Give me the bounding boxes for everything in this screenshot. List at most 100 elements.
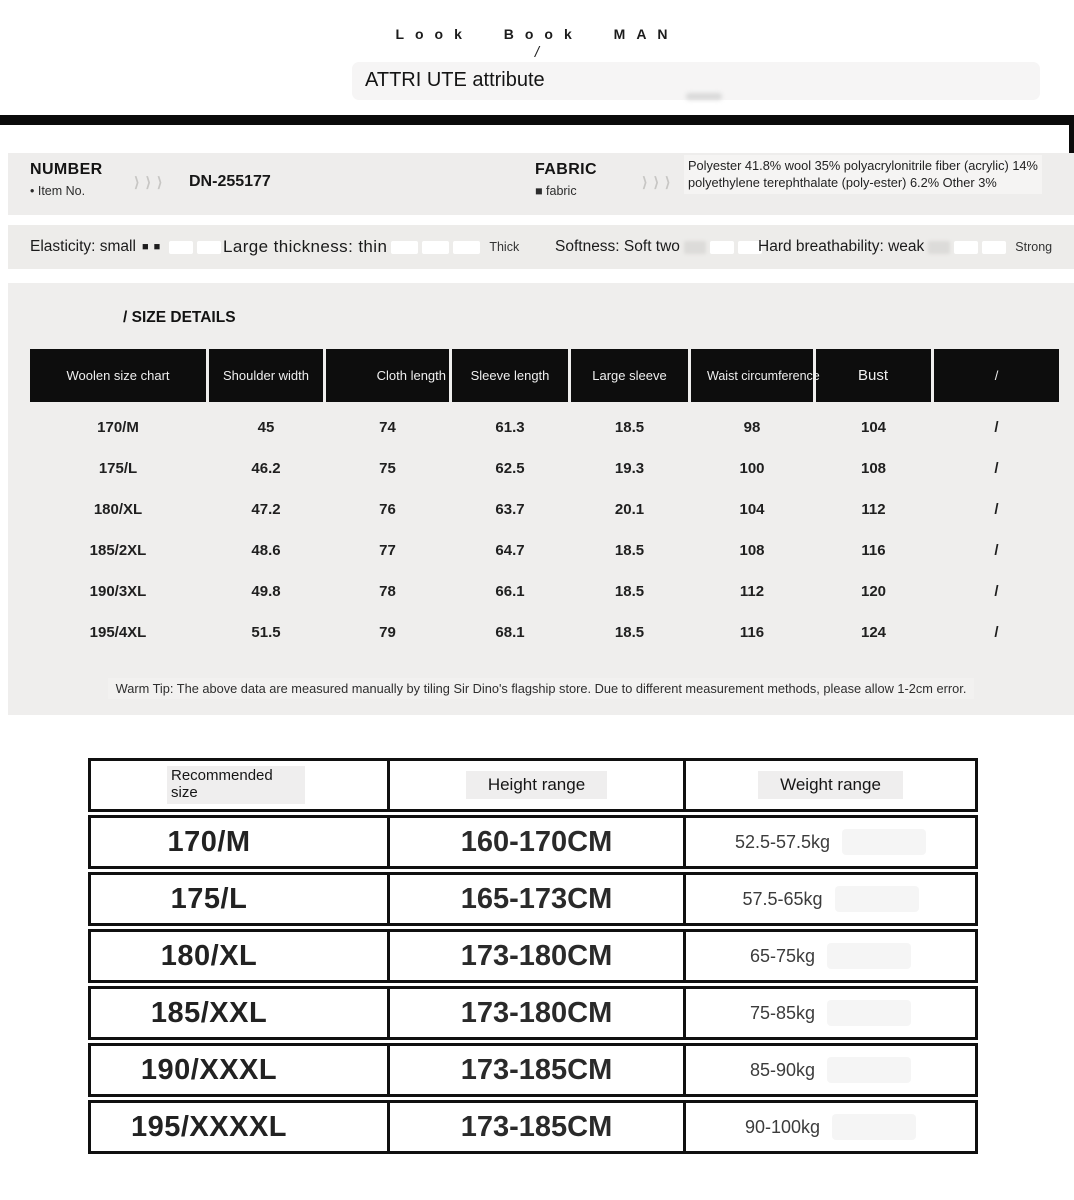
rec-weight-value: 65-75kg — [749, 945, 816, 966]
size-table-cell: / — [994, 542, 999, 559]
size-table-cell: 75 — [379, 460, 396, 477]
elasticity-group: Elasticity: small ■■ — [30, 225, 222, 269]
size-column-header: / — [934, 349, 1059, 402]
rec-table-cell: 195/XXXXL — [91, 1103, 387, 1151]
rec-size-value: 180/XL — [160, 939, 258, 972]
size-table-cell: 185/2XL — [89, 542, 147, 559]
size-table-cell: 20.1 — [614, 501, 645, 518]
size-table-cell: 63.7 — [495, 501, 525, 518]
rating-empty-block — [737, 240, 762, 254]
size-table-body: 170/M 45 74 61.3 18.5 98 104 / 175/L 46.2 75 62.5 19… — [30, 407, 1059, 653]
rec-table-cell: 173-185CM — [387, 1046, 683, 1094]
chevrons-icon: ⟩⟩⟩ — [642, 174, 677, 190]
rec-height-value: 173-185CM — [460, 1053, 613, 1086]
size-table-cell: 100 — [739, 460, 765, 477]
size-details-panel: / SIZE DETAILS Woolen size chart Shoulder… — [8, 283, 1074, 715]
size-column-header: Shoulder width — [209, 349, 323, 402]
size-table-cell: 175/L — [98, 460, 138, 477]
recommended-size-table: Recommended size Height range Weight range… — [88, 758, 978, 1157]
size-table-cell: 124 — [860, 624, 887, 641]
fabric-sublabel: ■ fabric — [535, 184, 577, 198]
rating-empty-block — [709, 240, 734, 254]
rec-weight-value: 90-100kg — [744, 1116, 821, 1137]
size-table-header: Woolen size chart Shoulder width Cloth len… — [30, 349, 1059, 402]
size-table-row: 195/4XL 51.5 79 68.1 18.5 116 124 / — [30, 612, 1059, 653]
rec-header-cell: Weight range — [683, 761, 975, 809]
size-column-header: Woolen size chart — [30, 349, 206, 402]
brand-slash: / — [534, 44, 540, 61]
rating-empty-block — [982, 240, 1007, 254]
size-table-cell: / — [994, 460, 999, 477]
breathability-group: Hard breathability: weak Strong — [758, 225, 1052, 269]
size-table-cell: 170/M — [97, 419, 139, 436]
rating-empty-block — [197, 240, 222, 254]
rec-height-value: 165-173CM — [460, 882, 613, 915]
fabric-label: FABRIC — [535, 161, 597, 178]
item-no-sublabel: • Item No. — [30, 184, 86, 198]
size-table-cell: 104 — [860, 419, 887, 436]
rec-height-value: 173-180CM — [460, 996, 613, 1029]
breathability-label: Hard breathability: weak — [758, 238, 925, 255]
rec-weight-value: 75-85kg — [749, 1002, 816, 1023]
rec-table-cell: 185/XXL — [91, 989, 387, 1037]
size-details-heading: / SIZE DETAILS — [123, 309, 236, 326]
size-table-row: 180/XL 47.2 76 63.7 20.1 104 112 / — [30, 489, 1059, 530]
rec-header-label: Weight range — [758, 771, 903, 799]
size-table-cell: 49.8 — [251, 583, 281, 600]
rec-table-cell: 65-75kg — [683, 932, 975, 980]
rec-table-cell: 190/XXXL — [91, 1046, 387, 1094]
size-table-cell: 66.1 — [495, 583, 525, 600]
size-table-cell: 104 — [739, 501, 765, 518]
rec-table-cell: 160-170CM — [387, 818, 683, 866]
rec-table-cell: 165-173CM — [387, 875, 683, 923]
thickness-max-label: Thick — [489, 240, 520, 254]
warm-tip-text: Warm Tip: The above data are measured ma… — [107, 678, 975, 699]
rating-empty-block — [453, 240, 481, 254]
rec-table-row: 195/XXXXL 173-185CM 90-100kg — [88, 1100, 978, 1154]
rec-header-cell: Recommended size — [91, 761, 387, 809]
size-table-cell: 47.2 — [251, 501, 281, 518]
warm-tip: Warm Tip: The above data are measured ma… — [8, 678, 1074, 699]
properties-bar: Elasticity: small ■■ Large thickness: th… — [8, 225, 1074, 269]
attribute-title: ATTRI UTE attribute — [365, 69, 545, 91]
rec-header-cell: Height range — [387, 761, 683, 809]
number-label: NUMBER — [30, 161, 103, 178]
rating-empty-block — [169, 240, 194, 254]
rating-blur-block — [928, 240, 951, 254]
rec-height-value: 173-180CM — [460, 939, 613, 972]
size-table-cell: 79 — [379, 624, 396, 641]
rec-table-cell: 57.5-65kg — [683, 875, 975, 923]
size-table-cell: / — [994, 501, 999, 518]
rec-table-cell: 173-180CM — [387, 989, 683, 1037]
rec-table-cell: 75-85kg — [683, 989, 975, 1037]
size-table-row: 185/2XL 48.6 77 64.7 18.5 108 116 / — [30, 530, 1059, 571]
size-column-header: Bust — [816, 349, 931, 402]
size-table-cell: 62.5 — [495, 460, 525, 477]
item-info-panel: NUMBER • Item No. ⟩⟩⟩ DN-255177 FABRIC ■… — [8, 153, 1074, 215]
size-table-cell: 18.5 — [614, 583, 645, 600]
size-table-cell: 108 — [860, 460, 887, 477]
divider-bar — [0, 115, 1074, 125]
size-table-cell: 68.1 — [495, 624, 525, 641]
size-table-cell: 48.6 — [251, 542, 281, 559]
size-table-cell: 195/4XL — [89, 624, 147, 641]
chevrons-icon: ⟩⟩⟩ — [134, 174, 169, 190]
size-table-cell: 112 — [861, 501, 886, 518]
rec-table-row: 185/XXL 173-180CM 75-85kg — [88, 986, 978, 1040]
rec-table-cell: 52.5-57.5kg — [683, 818, 975, 866]
rec-table-cell: 180/XL — [91, 932, 387, 980]
rec-size-value: 195/XXXXL — [130, 1110, 288, 1143]
size-table-cell: 98 — [743, 419, 761, 436]
rating-empty-block — [954, 240, 979, 254]
size-table-cell: 74 — [379, 419, 396, 436]
size-table-cell: 120 — [860, 583, 887, 600]
rec-header-label: Recommended size — [167, 766, 305, 804]
rec-weight-value: 57.5-65kg — [742, 888, 823, 909]
rec-height-value: 160-170CM — [460, 825, 613, 858]
rec-table-row: 190/XXXL 173-185CM 85-90kg — [88, 1043, 978, 1097]
rec-header-label: Height range — [465, 771, 608, 799]
rec-weight-value: 52.5-57.5kg — [734, 831, 831, 852]
rating-empty-block — [422, 240, 450, 254]
size-table-cell: 108 — [739, 542, 765, 559]
faded-watermark — [686, 93, 722, 100]
